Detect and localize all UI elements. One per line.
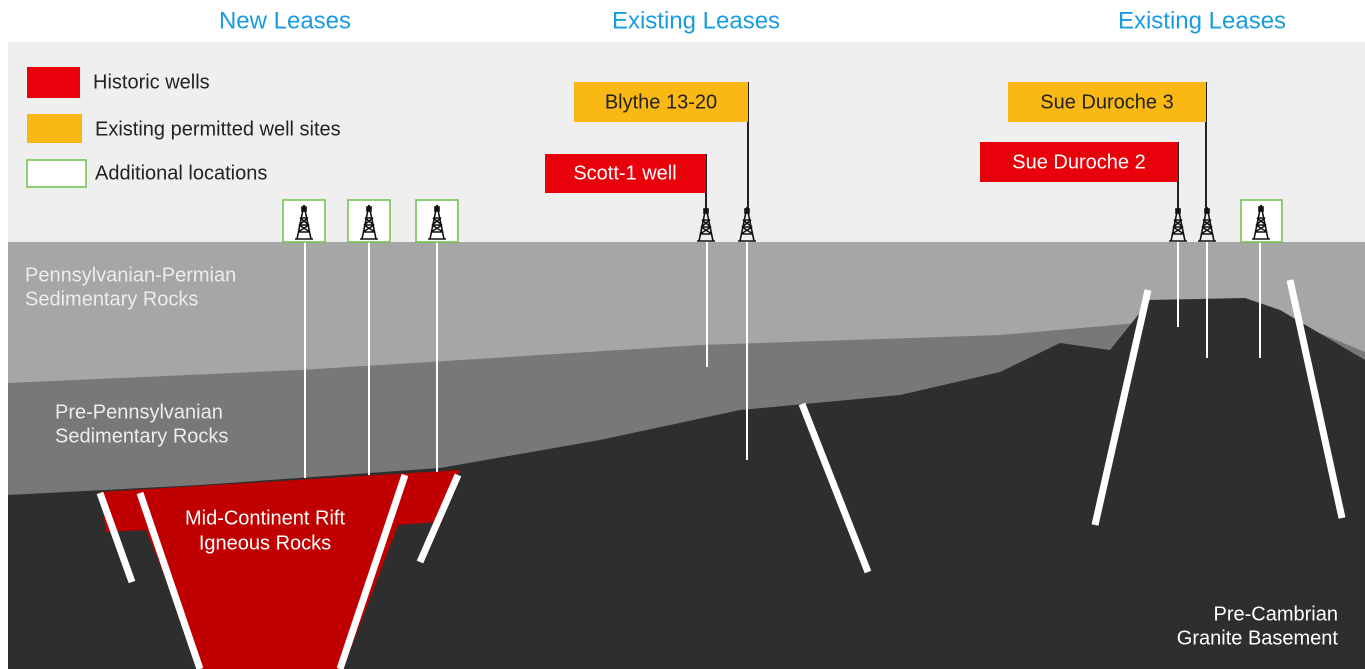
legend-swatch [27, 67, 80, 98]
layer-label: Igneous Rocks [199, 532, 331, 554]
cross-section: New Leases Existing Leases Existing Leas… [0, 0, 1365, 669]
legend-label: Additional locations [95, 162, 267, 184]
header: Existing Leases [612, 7, 780, 34]
well-label: Sue Duroche 2 [1012, 151, 1145, 173]
well-label: Sue Duroche 3 [1040, 91, 1173, 113]
layer-label: Pre-Cambrian [1214, 603, 1338, 625]
layer-label: Pre-Pennsylvanian [55, 401, 223, 423]
well-label: Blythe 13-20 [605, 91, 717, 113]
layer-label: Mid-Continent Rift [185, 507, 346, 529]
legend-label: Existing permitted well sites [95, 118, 341, 140]
headers: New Leases Existing Leases Existing Leas… [219, 7, 1286, 34]
layer-label: Sedimentary Rocks [55, 425, 228, 447]
header: New Leases [219, 7, 351, 34]
legend-swatch [27, 160, 86, 187]
header: Existing Leases [1118, 7, 1286, 34]
layer-label: Granite Basement [1177, 627, 1339, 649]
legend-swatch [27, 114, 82, 143]
well-label: Scott-1 well [573, 162, 676, 184]
legend-label: Historic wells [93, 71, 210, 93]
layer-label: Sedimentary Rocks [25, 288, 198, 310]
layer-label: Pennsylvanian-Permian [25, 264, 236, 286]
